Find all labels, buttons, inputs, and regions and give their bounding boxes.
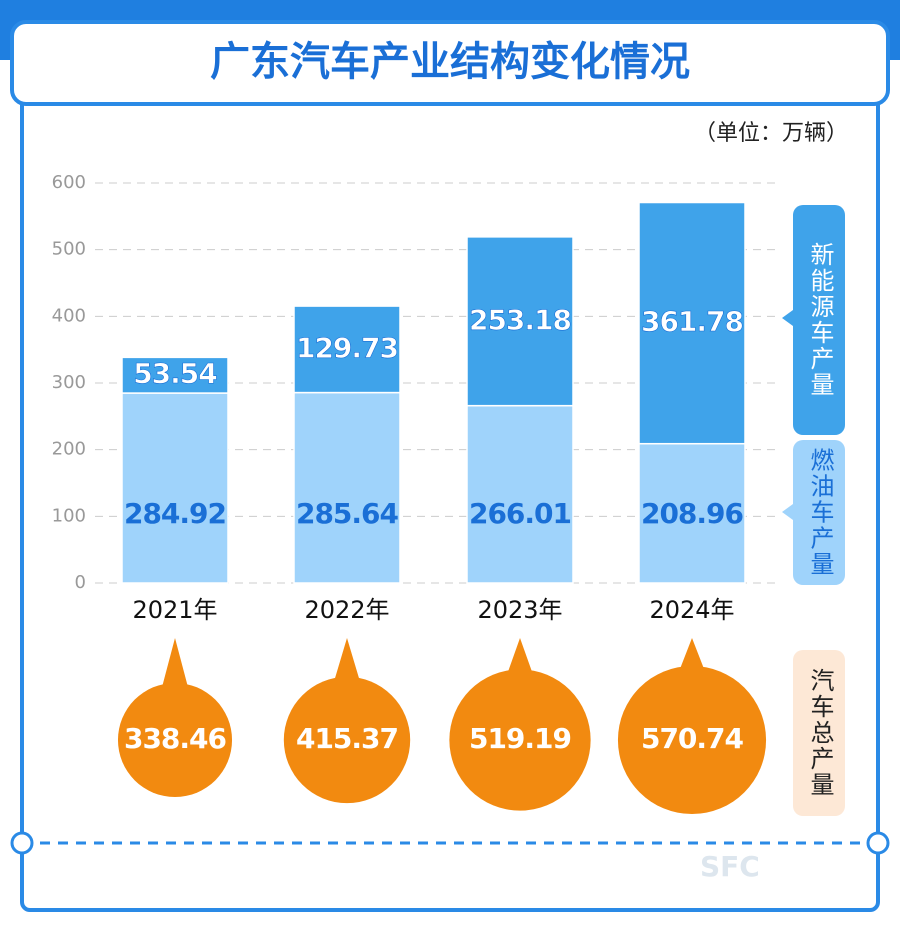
total-pointer xyxy=(506,638,534,678)
total-label: 338.46 xyxy=(124,722,226,755)
legend-pointer xyxy=(782,310,793,326)
legend-label: 燃油车产量 xyxy=(806,448,834,578)
total-label: 415.37 xyxy=(296,722,398,755)
x-tick-label: 2021年 xyxy=(132,596,217,624)
total-circle xyxy=(617,665,767,815)
x-tick-label: 2022年 xyxy=(304,596,389,624)
value-label: 284.92 xyxy=(124,497,226,530)
x-tick-label: 2023年 xyxy=(477,596,562,624)
y-tick-label: 600 xyxy=(52,172,86,193)
bar-segment xyxy=(638,201,746,445)
totals-legend-box xyxy=(793,650,845,816)
value-label: 361.78 xyxy=(641,305,743,338)
y-tick-label: 200 xyxy=(52,439,86,460)
bar-segment xyxy=(638,442,746,584)
total-label: 519.19 xyxy=(469,722,571,755)
total-circle xyxy=(117,682,233,798)
bar-segment xyxy=(121,356,229,394)
total-label: 570.74 xyxy=(641,722,744,755)
value-label: 208.96 xyxy=(641,497,743,530)
bar-segment xyxy=(466,404,574,584)
total-circle xyxy=(283,676,411,804)
legend-box xyxy=(793,440,845,585)
total-pointer xyxy=(161,638,189,691)
x-tick-label: 2024年 xyxy=(649,596,734,624)
total-circle xyxy=(449,669,591,811)
chart-title: 广东汽车产业结构变化情况 xyxy=(210,39,690,85)
y-tick-label: 400 xyxy=(52,305,86,326)
notch xyxy=(866,831,890,855)
legend-box xyxy=(793,205,845,435)
legend-label: 新能源车产量 xyxy=(806,242,834,398)
y-tick-label: 100 xyxy=(52,505,86,526)
title-box xyxy=(10,20,890,106)
bar-segment xyxy=(293,305,401,394)
y-tick-label: 0 xyxy=(75,572,86,593)
y-tick-label: 300 xyxy=(52,372,86,393)
bar-segment xyxy=(293,391,401,584)
unit-label: （单位：万辆） xyxy=(694,121,848,146)
y-tick-label: 500 xyxy=(52,239,86,260)
total-pointer xyxy=(333,638,361,685)
watermark: SFC xyxy=(700,850,760,883)
legend-pointer xyxy=(782,504,793,520)
bar-segment xyxy=(466,236,574,407)
totals-legend-label: 汽车总产量 xyxy=(806,668,834,798)
value-label: 53.54 xyxy=(133,357,217,390)
total-pointer xyxy=(678,638,706,674)
value-label: 266.01 xyxy=(469,497,571,530)
value-label: 285.64 xyxy=(296,497,399,530)
bar-segment xyxy=(121,392,229,584)
value-label: 129.73 xyxy=(296,331,398,364)
notch xyxy=(10,831,34,855)
value-label: 253.18 xyxy=(469,303,571,336)
